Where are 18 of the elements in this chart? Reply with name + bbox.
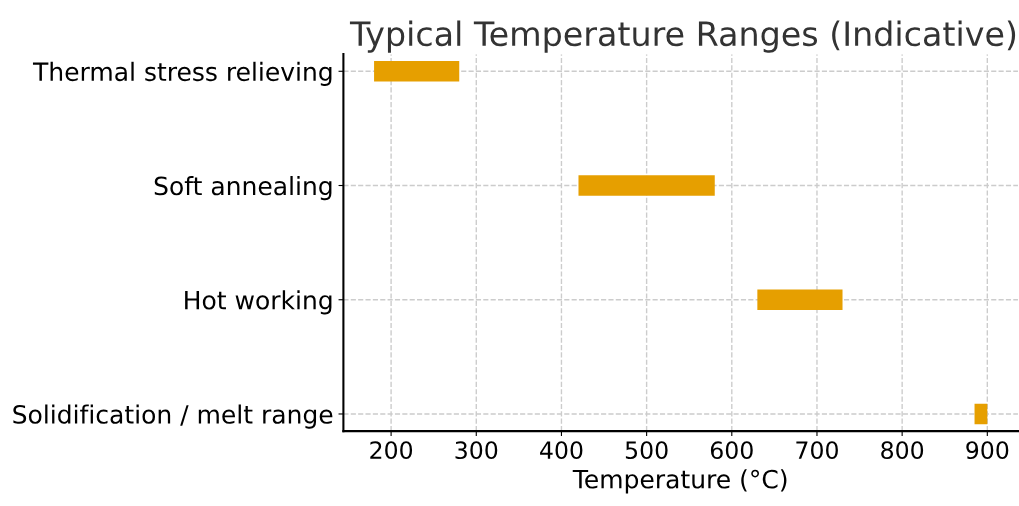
y-tick-label: Hot working <box>185 290 332 315</box>
y-tick-label: Soft annealing <box>154 176 332 201</box>
x-tick-label: 800 <box>881 441 924 460</box>
y-tick-label: Solidification / melt range <box>13 404 333 429</box>
x-tick-label: 300 <box>455 441 498 460</box>
bar <box>757 289 843 311</box>
y-tick-label: Thermal stress relieving <box>32 61 332 86</box>
x-tick-label: 500 <box>625 441 668 460</box>
x-tick-label: 700 <box>796 441 838 460</box>
x-tick-label: 600 <box>710 441 753 460</box>
x-axis-title: Temperature (°C) <box>572 469 787 494</box>
bar <box>374 61 460 82</box>
x-tick-label: 900 <box>966 441 1009 460</box>
bar <box>974 403 988 425</box>
x-tick-label: 200 <box>370 441 413 460</box>
bar <box>578 175 715 196</box>
x-tick-label: 400 <box>540 441 583 460</box>
chart-title: Typical Temperature Ranges (Indicative) <box>349 20 1016 53</box>
